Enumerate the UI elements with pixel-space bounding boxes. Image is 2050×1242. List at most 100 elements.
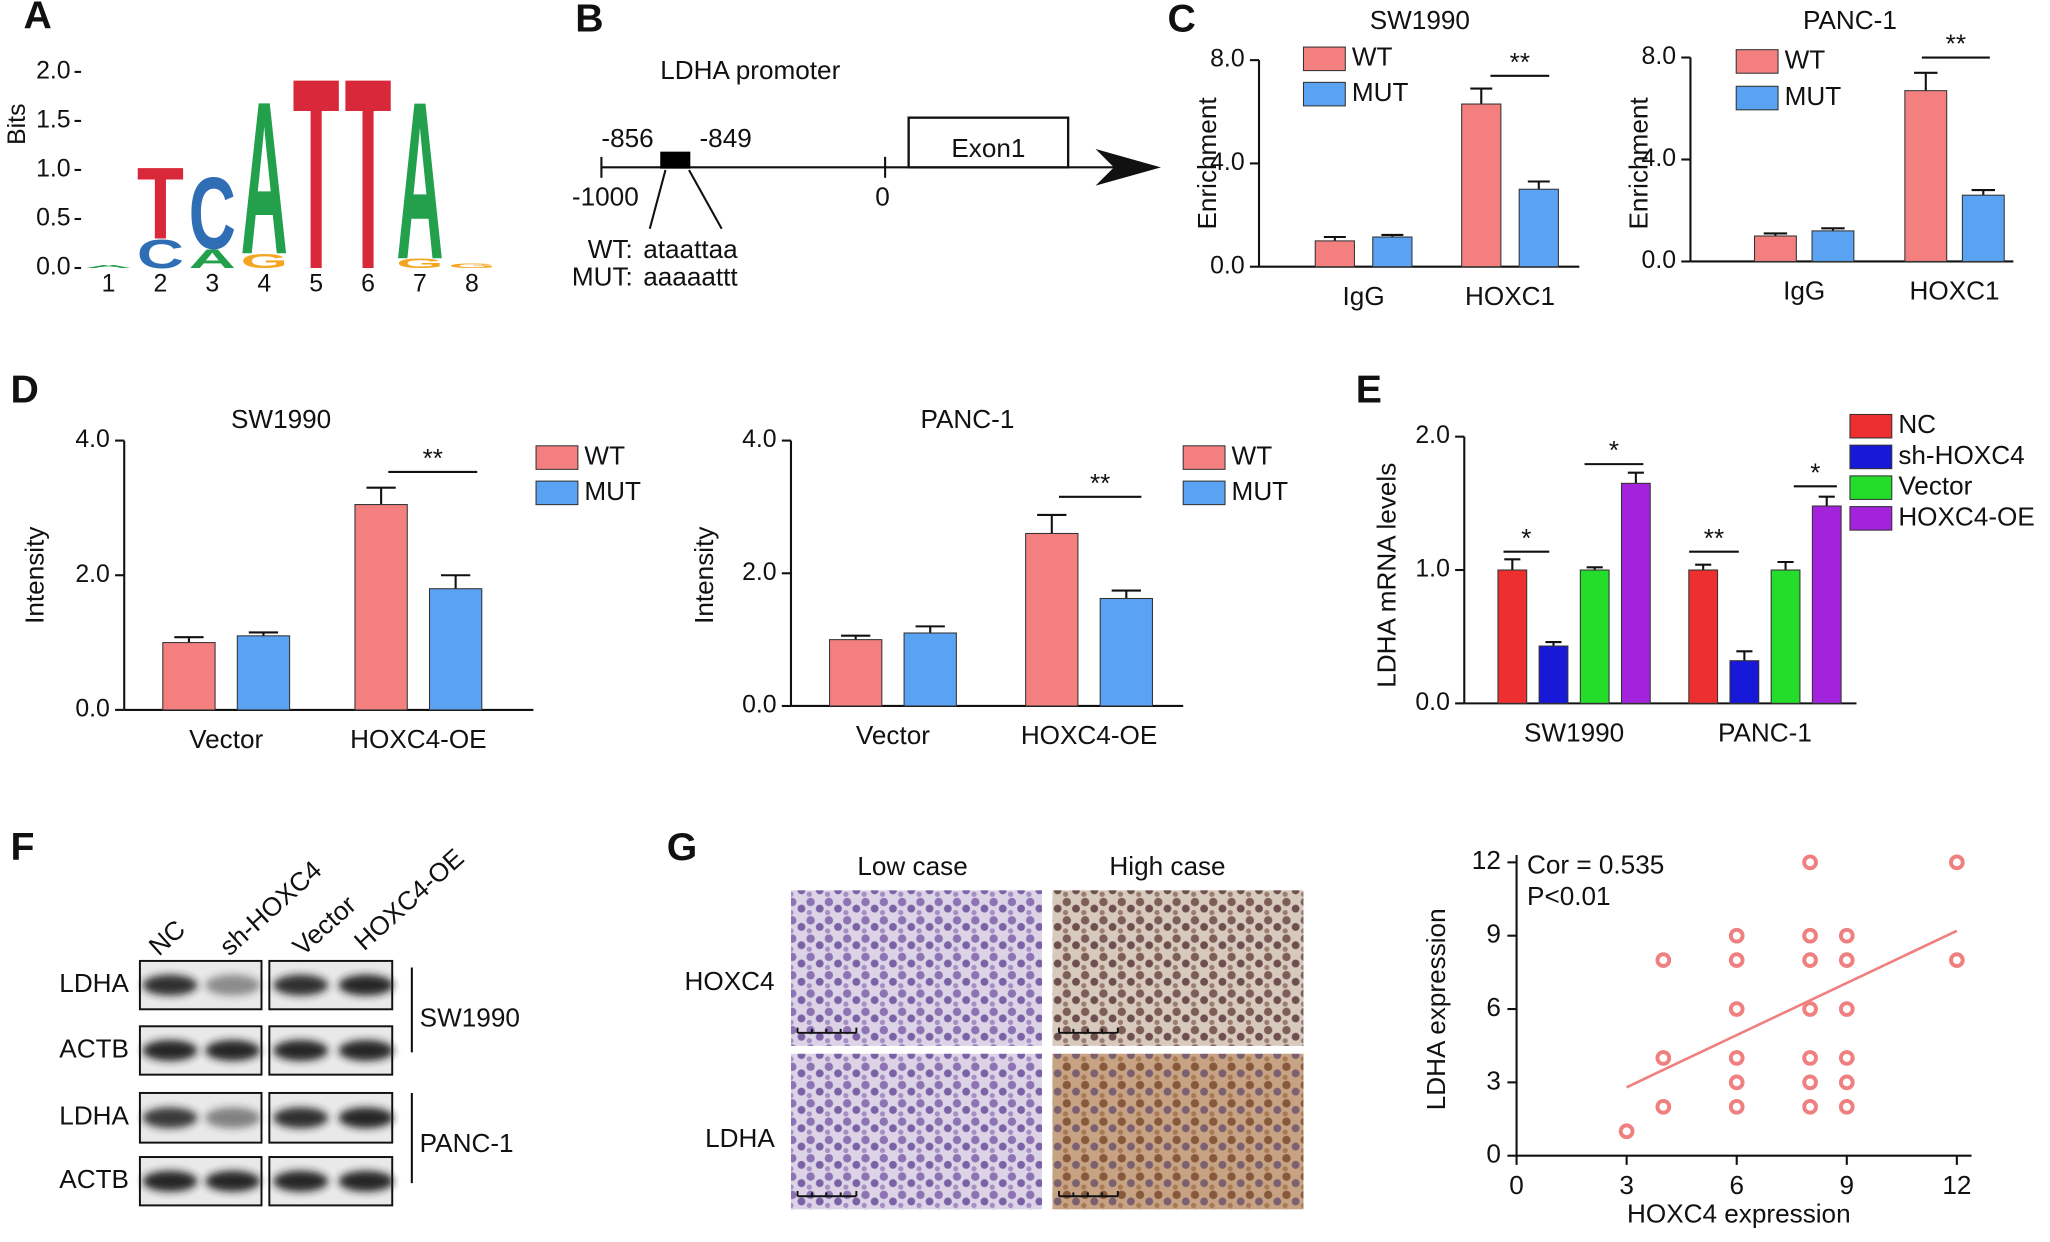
blot-band <box>273 1040 329 1061</box>
bar <box>428 588 483 711</box>
scatter-point <box>1728 952 1745 968</box>
bar <box>1314 240 1355 268</box>
logo-letter: T <box>137 147 184 261</box>
ihc-image <box>1052 890 1304 1046</box>
scale-bar <box>796 1027 858 1034</box>
x-tick-label: 3 <box>1619 1170 1634 1200</box>
blot-band <box>142 1040 198 1061</box>
scatter-point <box>1838 1074 1855 1091</box>
bar <box>1372 236 1413 268</box>
y-axis-label: LDHA mRNA levels <box>1371 463 1401 688</box>
x-tick-label: Vector <box>856 720 930 750</box>
scatter-point <box>1728 1074 1745 1091</box>
exon-label: Exon1 <box>951 133 1025 163</box>
legend-label: HOXC4-OE <box>1898 501 2034 531</box>
legend-label: MUT <box>1785 81 1842 111</box>
y-tick-label: 2.0 <box>36 57 71 84</box>
blot-band <box>205 1170 261 1192</box>
y-tick-label: 0.0 <box>1210 252 1245 279</box>
significance-label: ** <box>423 443 443 473</box>
significance-label: ** <box>1946 29 1966 59</box>
y-axis-label: Enrichment <box>1624 97 1654 230</box>
y-tick-label: 2.0 <box>1415 422 1450 449</box>
exon-box <box>907 116 1070 169</box>
x-tick-label: HOXC4-OE <box>1021 720 1157 750</box>
trend-line <box>1626 929 1958 1089</box>
logo-letter: C <box>137 232 184 277</box>
scatter-point <box>1655 1050 1672 1066</box>
x-tick-label: 9 <box>1840 1170 1855 1200</box>
significance-label: * <box>1810 457 1820 487</box>
x-tick-label: 2 <box>154 271 168 298</box>
blot-band <box>142 1107 198 1129</box>
legend-label: MUT <box>584 476 641 506</box>
scatter-point <box>1802 1001 1818 1017</box>
legend-label: WT <box>584 440 625 470</box>
blot-group-label: PANC-1 <box>420 1128 514 1158</box>
y-tick-label: 4.0 <box>75 426 110 453</box>
promoter-diagram: LDHA promoter -856 -849 -1000 0 Exon1 WT… <box>572 55 1161 291</box>
panel-label: A <box>24 0 52 38</box>
chart-title: PANC-1 <box>921 404 1015 434</box>
legend-swatch <box>535 445 579 470</box>
y-tick-label: 4.0 <box>1642 145 1677 172</box>
bar <box>162 642 216 711</box>
y-axis-label: Intensity <box>689 526 719 624</box>
panel-label: D <box>10 368 38 412</box>
x-tick-label: IgG <box>1783 276 1825 306</box>
panel-label: C <box>1168 0 1196 40</box>
x-tick-label: 4 <box>257 271 271 298</box>
logo-letter: G <box>241 250 288 273</box>
y-tick-label: 0 <box>1486 1139 1501 1169</box>
bar <box>1099 597 1153 707</box>
blot-band <box>142 974 198 996</box>
ihc-image <box>1052 1053 1304 1210</box>
bar <box>236 635 291 711</box>
y-tick-label: 12 <box>1472 845 1501 875</box>
mut-sequence: aaaaattt <box>643 261 738 291</box>
scale-bar <box>1058 1191 1119 1198</box>
y-tick-label: 2.0 <box>742 559 777 586</box>
ihc-row-label: HOXC4 <box>685 966 775 996</box>
legend-swatch <box>1849 475 1893 500</box>
lane-label: NC <box>143 914 191 962</box>
promoter-title: LDHA promoter <box>660 55 840 85</box>
significance-label: * <box>1609 435 1619 465</box>
bar <box>903 632 957 707</box>
blot-row-label: ACTB <box>59 1033 129 1063</box>
bar <box>1729 660 1760 704</box>
chart-title: PANC-1 <box>1803 5 1897 35</box>
y-tick-label: 4.0 <box>1210 149 1245 176</box>
y-tick-label: 0.5 <box>36 205 71 232</box>
x-tick-label: HOXC4-OE <box>350 724 486 754</box>
x-tick-label: 7 <box>413 271 427 298</box>
blot-row-label: ACTB <box>59 1164 129 1194</box>
logo-letter: A <box>85 264 132 268</box>
panel-label: F <box>10 825 34 869</box>
legend-label: sh-HOXC4 <box>1898 440 2024 470</box>
legend-swatch <box>1302 46 1346 72</box>
y-tick-label: 0.0 <box>75 695 110 722</box>
scatter-point <box>1838 952 1855 968</box>
blot-band <box>338 974 394 996</box>
y-tick-label: 1.5 <box>36 106 71 133</box>
scatter-point <box>1838 927 1855 944</box>
blot-band <box>205 1107 261 1129</box>
x-tick-label: 8 <box>465 271 479 298</box>
blot-band <box>273 974 329 996</box>
scatter-point <box>1802 952 1818 968</box>
scatter-point <box>1838 1001 1855 1017</box>
y-tick-label: 2.0 <box>75 561 110 588</box>
ihc-column-label: High case <box>1109 851 1225 881</box>
logo-letter: A <box>396 55 443 306</box>
blot-band <box>338 1107 394 1129</box>
panel-label: G <box>667 825 698 869</box>
scatter-point <box>1618 1123 1635 1140</box>
x-tick-label: 6 <box>1729 1170 1744 1200</box>
scatter-point <box>1728 1050 1745 1066</box>
x-tick-label: 6 <box>361 271 375 298</box>
legend-swatch <box>1849 444 1893 470</box>
x-tick-label: 1 <box>102 271 116 298</box>
significance-label: ** <box>1090 468 1110 498</box>
